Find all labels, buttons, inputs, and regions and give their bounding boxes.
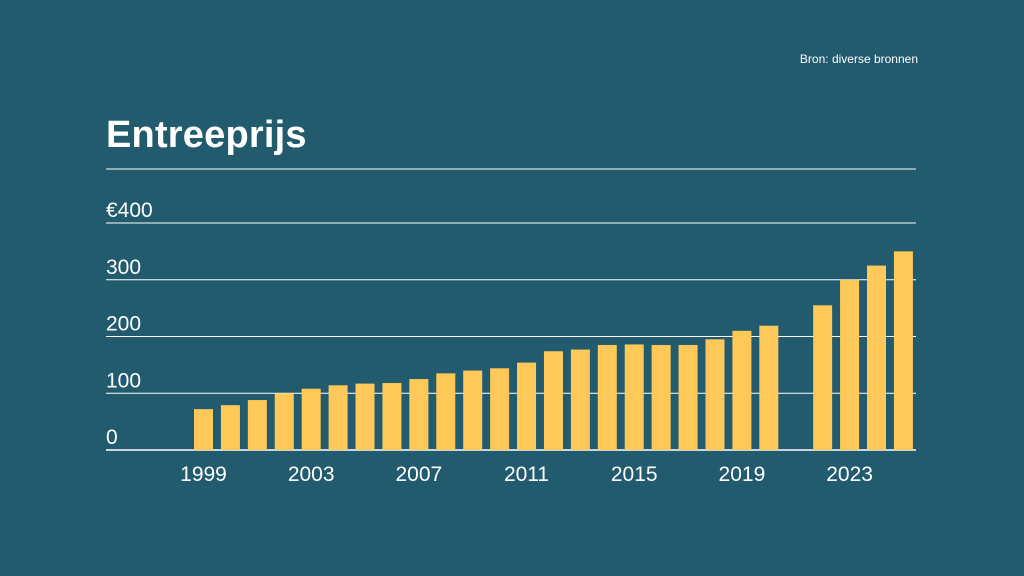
bar-2020 [759, 325, 779, 450]
bar-2002 [274, 393, 294, 450]
bar-2007 [409, 379, 429, 450]
bar-2006 [382, 383, 402, 450]
bar-2025 [893, 251, 913, 450]
x-tick-label: 1999 [180, 463, 227, 486]
chart-title: Entreeprijs [106, 114, 307, 156]
bar-2008 [436, 373, 456, 450]
bar-2010 [490, 368, 510, 450]
bar-2018 [705, 339, 725, 450]
bar-2015 [624, 344, 644, 450]
bar-2011 [517, 362, 537, 450]
bar-2005 [355, 383, 375, 450]
x-tick-label: 2019 [719, 463, 766, 486]
bar-2003 [301, 388, 321, 450]
bar-2000 [220, 405, 240, 450]
y-tick-label: 300 [106, 256, 141, 279]
source-note: Bron: diverse bronnen [799, 52, 918, 66]
x-tick-label: 2003 [288, 463, 335, 486]
x-tick-label: 2015 [611, 463, 658, 486]
bar-2001 [247, 400, 267, 450]
bar-2024 [867, 265, 886, 450]
y-tick-label: 0 [106, 426, 118, 449]
y-tick-label: 200 [106, 313, 141, 336]
bar-2016 [651, 345, 671, 450]
x-tick-label: 2011 [504, 463, 549, 486]
bar-2019 [732, 330, 752, 450]
bar-2009 [463, 370, 483, 450]
bar-2017 [678, 345, 698, 450]
bar-2023 [840, 279, 860, 450]
x-tick-label: 2023 [826, 463, 873, 486]
bar-1999 [194, 409, 213, 450]
y-tick-label: €400 [106, 199, 153, 222]
y-tick-label: 100 [106, 369, 141, 392]
bar-2014 [597, 345, 617, 450]
bar-2013 [570, 349, 590, 450]
x-tick-label: 2007 [396, 463, 443, 486]
bar-2012 [543, 351, 563, 450]
bar-2004 [328, 385, 348, 450]
bar-2022 [813, 305, 833, 450]
